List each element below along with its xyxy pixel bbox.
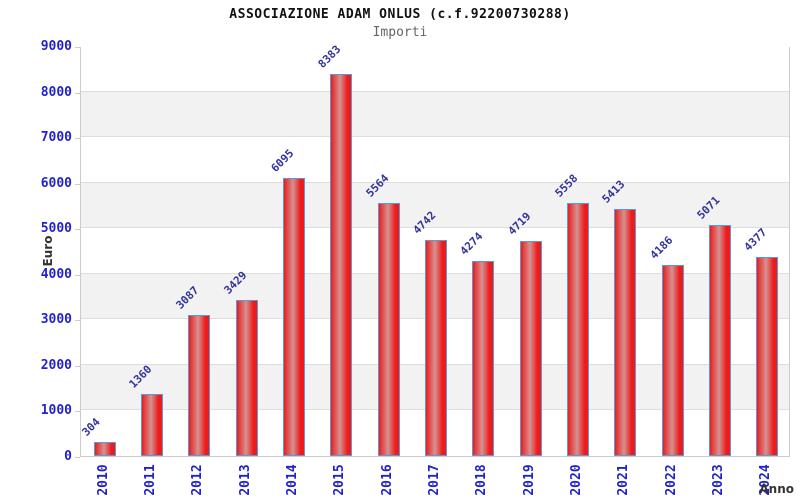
x-tick-label-2015: 2015 <box>332 464 348 496</box>
y-tick-mark <box>75 274 80 276</box>
gridline <box>81 136 789 138</box>
bar-2023 <box>709 225 731 456</box>
plot-band <box>81 91 789 138</box>
x-tick-label-2023: 2023 <box>711 464 726 496</box>
y-tick-label: 8000 <box>40 84 72 100</box>
x-tick-label-2012: 2012 <box>190 464 206 496</box>
y-axis-title: Euro <box>41 235 55 267</box>
x-tick-label-2013: 2013 <box>237 464 253 496</box>
y-tick-mark <box>75 47 80 48</box>
plot-band <box>81 137 789 183</box>
x-tick-label-2022: 2022 <box>663 464 679 496</box>
bar-2024 <box>756 256 779 456</box>
x-tick-label-2021: 2021 <box>616 464 632 496</box>
chart-subtitle: Importi <box>372 25 428 40</box>
y-tick-mark <box>75 411 80 413</box>
y-tick-mark <box>75 320 80 322</box>
y-tick-mark <box>75 138 80 140</box>
y-tick-label: 5000 <box>40 221 72 237</box>
x-tick-label-2019: 2019 <box>521 464 537 496</box>
bar-2016 <box>377 202 400 456</box>
gridline <box>81 227 789 229</box>
bar-2013 <box>235 299 258 456</box>
gridline <box>81 181 789 183</box>
y-tick-label: 1000 <box>40 403 72 419</box>
bar-2010 <box>93 442 116 456</box>
y-tick-mark <box>75 92 80 94</box>
y-tick-mark <box>75 229 80 231</box>
x-tick-label-2018: 2018 <box>474 464 490 496</box>
bar-2011 <box>141 394 163 456</box>
bar-2019 <box>519 241 542 456</box>
bar-2014 <box>283 178 305 456</box>
x-axis-title: Anno <box>759 482 794 496</box>
plot-band <box>81 182 789 229</box>
y-tick-label: 9000 <box>40 39 72 54</box>
y-tick-label: 0 <box>64 449 72 464</box>
y-tick-label: 4000 <box>40 266 72 282</box>
y-tick-mark <box>75 457 80 458</box>
bar-2015 <box>330 74 353 456</box>
gridline <box>81 90 789 92</box>
x-tick-label-2011: 2011 <box>143 464 158 496</box>
y-tick-mark <box>75 365 80 367</box>
bar-2012 <box>188 315 211 456</box>
y-tick-label: 3000 <box>40 312 72 328</box>
bar-2022 <box>661 265 684 456</box>
y-tick-label: 2000 <box>40 357 72 373</box>
bar-2017 <box>425 239 447 456</box>
x-tick-label-2016: 2016 <box>379 464 395 496</box>
bar-2020 <box>567 202 589 456</box>
x-tick-label-2020: 2020 <box>569 464 584 496</box>
plot-band <box>81 46 789 92</box>
plot-area: 304 1360 3087 3429 6095 8383 5564 4742 4274 4719 5… <box>79 43 790 457</box>
y-tick-label: 7000 <box>40 130 72 146</box>
y-tick-label: 6000 <box>40 175 72 191</box>
y-tick-mark <box>75 183 80 185</box>
x-tick-label-2017: 2017 <box>427 464 442 496</box>
x-tick-label-2010: 2010 <box>95 464 111 496</box>
chart-title: ASSOCIAZIONE ADAM ONLUS (c.f.92200730288… <box>229 7 571 22</box>
bar-2021 <box>614 209 637 456</box>
x-tick-label-2014: 2014 <box>285 464 300 496</box>
bar-2018 <box>472 261 495 456</box>
